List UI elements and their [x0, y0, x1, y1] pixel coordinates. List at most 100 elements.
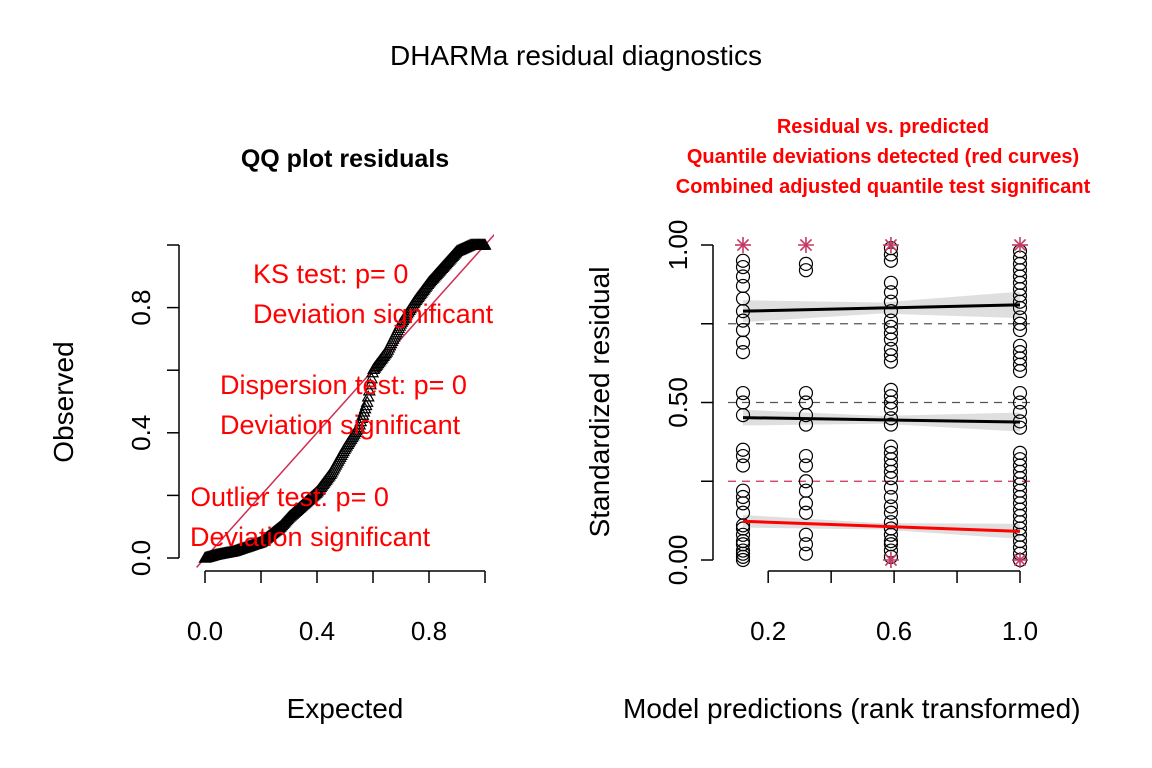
residual-point: [735, 335, 751, 350]
residual-point: [883, 489, 899, 505]
qq-point: [359, 398, 373, 411]
residual-y-tick-label: 1.00: [663, 220, 693, 271]
qq-annotation-1-line-2: Deviation significant: [253, 299, 494, 329]
residual-point: [798, 385, 814, 401]
qq-y-tick-label: 0.0: [126, 540, 156, 576]
residual-y-tick-label: 0.00: [663, 535, 693, 586]
residual-point: [798, 448, 814, 464]
residual-x-tick-label: 1.0: [1002, 616, 1038, 646]
residual-point: [798, 496, 814, 511]
residual-point: [883, 411, 899, 426]
residual-plot-title-line-2: Quantile deviations detected (red curves…: [687, 146, 1079, 168]
residual-point: [1012, 316, 1028, 331]
qq-point: [363, 377, 377, 390]
residual-x-tick-label: 0.6: [876, 616, 912, 646]
outlier-marker: [1012, 552, 1028, 568]
residual-point: [883, 285, 899, 300]
residual-point: [1012, 338, 1028, 353]
qq-y-axis-label: Observed: [48, 341, 79, 462]
qq-plot-title: QQ plot residuals: [241, 145, 449, 173]
qq-y-tick-label: 0.8: [126, 290, 156, 326]
qq-annotation-2-line-2: Deviation significant: [220, 410, 461, 440]
residual-point: [883, 341, 899, 357]
qq-point: [353, 418, 367, 430]
residual-point: [1012, 395, 1028, 410]
outlier-marker: [735, 237, 751, 253]
residual-point: [798, 256, 814, 271]
residual-point: [883, 499, 899, 514]
residual-point: [735, 489, 751, 505]
residual-point: [883, 537, 899, 552]
residual-point: [735, 527, 751, 542]
residual-point: [883, 521, 899, 536]
residual-point: [883, 515, 899, 530]
residual-point: [798, 395, 814, 410]
qq-point: [360, 395, 374, 407]
residual-point: [883, 439, 899, 454]
residual-point: [883, 417, 899, 432]
residual-point: [798, 474, 814, 489]
qq-point: [356, 408, 370, 420]
residual-point: [1012, 404, 1028, 420]
residual-point: [735, 385, 751, 401]
residual-point: [1012, 345, 1028, 360]
residual-point: [883, 505, 899, 520]
residual-point: [883, 382, 899, 397]
residual-point: [883, 319, 899, 334]
residual-point: [735, 448, 751, 464]
residual-point: [798, 458, 814, 473]
residual-plot-title-line-3: Combined adjusted quantile test signific…: [676, 176, 1091, 198]
outlier-marker: [882, 237, 899, 253]
residual-point: [798, 546, 814, 561]
qq-point: [362, 384, 376, 396]
residual-point: [883, 445, 899, 460]
qq-x-tick-label: 0.4: [299, 616, 335, 646]
quantile-fit-line-0.5: [742, 416, 1021, 424]
outlier-marker: [882, 552, 899, 568]
qq-annotation-3-line-1: Outlier test: p= 0: [190, 482, 389, 512]
residual-point: [883, 275, 899, 290]
qq-point: [364, 371, 379, 384]
residual-point: [798, 505, 814, 520]
residual-point: [1012, 452, 1028, 467]
residual-point: [735, 395, 751, 410]
residual-point: [735, 537, 751, 552]
quantile-fit-line-0.75: [742, 303, 1021, 313]
qq-point: [478, 238, 492, 250]
residual-point: [735, 552, 751, 568]
quantile-fit-line-0.25: [742, 519, 1021, 533]
residual-point: [798, 483, 814, 498]
qq-plot-panel: QQ plot residuals 0.0 0.4 0.8 0.0 0.4 0.8 KS …: [48, 145, 494, 724]
residual-x-axis-label: Model predictions (rank transformed): [623, 693, 1081, 724]
residual-point: [735, 505, 751, 520]
residual-point: [883, 313, 899, 328]
residual-point: [1012, 310, 1028, 325]
residual-point: [798, 263, 814, 278]
residual-point: [798, 537, 814, 552]
residual-point: [735, 483, 751, 498]
residual-vs-predicted-panel: Residual vs. predicted Quantile deviatio…: [584, 116, 1091, 724]
qq-point: [358, 401, 372, 414]
residual-point: [735, 543, 751, 558]
residual-point: [735, 322, 751, 338]
residual-point: [735, 278, 751, 294]
qq-reference-line: [196, 233, 494, 568]
residual-point: [883, 304, 899, 319]
residual-y-tick-label: 0.50: [663, 377, 693, 428]
qq-x-axis-label: Expected: [287, 693, 404, 724]
residual-point: [735, 269, 751, 284]
residual-point: [883, 480, 899, 495]
residual-point: [735, 458, 751, 473]
residual-point: [883, 348, 899, 363]
residual-point: [1012, 385, 1028, 401]
figure-title: DHARMa residual diagnostics: [390, 40, 762, 71]
residual-plot-title-line-1: Residual vs. predicted: [777, 116, 989, 138]
qq-x-tick-label: 0.0: [187, 616, 223, 646]
qq-point: [354, 414, 368, 427]
qq-annotation-2-line-1: Dispersion test: p= 0: [220, 370, 467, 400]
residual-point: [735, 313, 751, 328]
qq-y-tick-label: 0.4: [126, 415, 156, 451]
qq-point: [355, 411, 369, 424]
residual-point: [735, 253, 751, 268]
